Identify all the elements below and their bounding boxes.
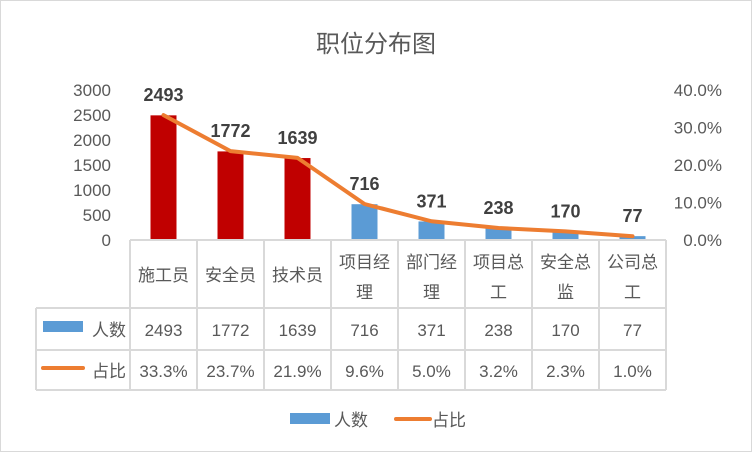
category-label: 施工员 bbox=[138, 266, 189, 285]
table-cell-count: 716 bbox=[350, 321, 378, 340]
bar bbox=[418, 221, 445, 240]
left-axis-tick: 1000 bbox=[73, 181, 111, 200]
left-axis-tick: 0 bbox=[102, 231, 111, 250]
bar-data-label: 170 bbox=[550, 201, 580, 221]
legend-label: 人数 bbox=[334, 411, 368, 430]
table-cell-percent: 9.6% bbox=[345, 362, 384, 381]
table-row-header: 占比 bbox=[92, 362, 126, 381]
legend-label: 占比 bbox=[432, 411, 466, 430]
legend-key-bar bbox=[43, 321, 83, 332]
bar bbox=[351, 204, 378, 240]
left-axis-tick: 3000 bbox=[73, 81, 111, 100]
chart-title: 职位分布图 bbox=[316, 31, 436, 58]
category-label: 理 bbox=[356, 283, 373, 302]
table-row-header: 人数 bbox=[92, 321, 126, 340]
table-cell-percent: 3.2% bbox=[479, 362, 518, 381]
bar-data-label: 716 bbox=[349, 174, 379, 194]
left-axis-tick: 2500 bbox=[73, 106, 111, 125]
bar bbox=[150, 115, 177, 240]
left-axis-tick: 1500 bbox=[73, 156, 111, 175]
category-label: 理 bbox=[423, 283, 440, 302]
line-series bbox=[161, 113, 635, 239]
bar-data-label: 77 bbox=[622, 206, 642, 226]
table-cell-percent: 21.9% bbox=[273, 362, 321, 381]
category-label: 技术员 bbox=[272, 266, 323, 285]
table-cell-count: 1639 bbox=[279, 321, 317, 340]
category-label: 工 bbox=[490, 283, 507, 302]
bar bbox=[552, 231, 579, 240]
bar-data-label: 1772 bbox=[210, 121, 250, 141]
table-cell-percent: 33.3% bbox=[139, 362, 187, 381]
bar-data-label: 238 bbox=[483, 198, 513, 218]
category-label: 安全员 bbox=[205, 266, 256, 285]
legend-bar-swatch bbox=[290, 413, 330, 424]
table-cell-count: 238 bbox=[484, 321, 512, 340]
category-label: 工 bbox=[624, 283, 641, 302]
category-label: 公司总 bbox=[607, 253, 658, 272]
bar-data-label: 1639 bbox=[277, 128, 317, 148]
bar bbox=[217, 151, 244, 240]
category-label: 项目总 bbox=[473, 253, 524, 272]
right-axis-tick: 30.0% bbox=[674, 119, 722, 138]
right-axis-tick: 40.0% bbox=[674, 81, 722, 100]
table-cell-percent: 2.3% bbox=[546, 362, 585, 381]
table-cell-count: 1772 bbox=[212, 321, 250, 340]
table-cell-percent: 1.0% bbox=[613, 362, 652, 381]
category-label: 监 bbox=[557, 283, 574, 302]
table-cell-percent: 23.7% bbox=[206, 362, 254, 381]
category-label: 项目经 bbox=[339, 253, 390, 272]
right-axis-tick: 20.0% bbox=[674, 156, 722, 175]
bar-data-label: 2493 bbox=[143, 85, 183, 105]
table-cell-count: 77 bbox=[623, 321, 642, 340]
bar-data-label: 371 bbox=[416, 191, 446, 211]
left-axis-tick: 500 bbox=[83, 206, 111, 225]
right-axis-tick: 10.0% bbox=[674, 194, 722, 213]
table-cell-count: 2493 bbox=[145, 321, 183, 340]
bar bbox=[485, 228, 512, 240]
table-cell-percent: 5.0% bbox=[412, 362, 451, 381]
table-cell-count: 371 bbox=[417, 321, 445, 340]
right-axis-tick: 0.0% bbox=[683, 231, 722, 250]
category-label: 安全总 bbox=[540, 253, 591, 272]
table-cell-count: 170 bbox=[551, 321, 579, 340]
category-label: 部门经 bbox=[406, 253, 457, 272]
bar bbox=[284, 158, 311, 240]
left-axis-tick: 2000 bbox=[73, 131, 111, 150]
